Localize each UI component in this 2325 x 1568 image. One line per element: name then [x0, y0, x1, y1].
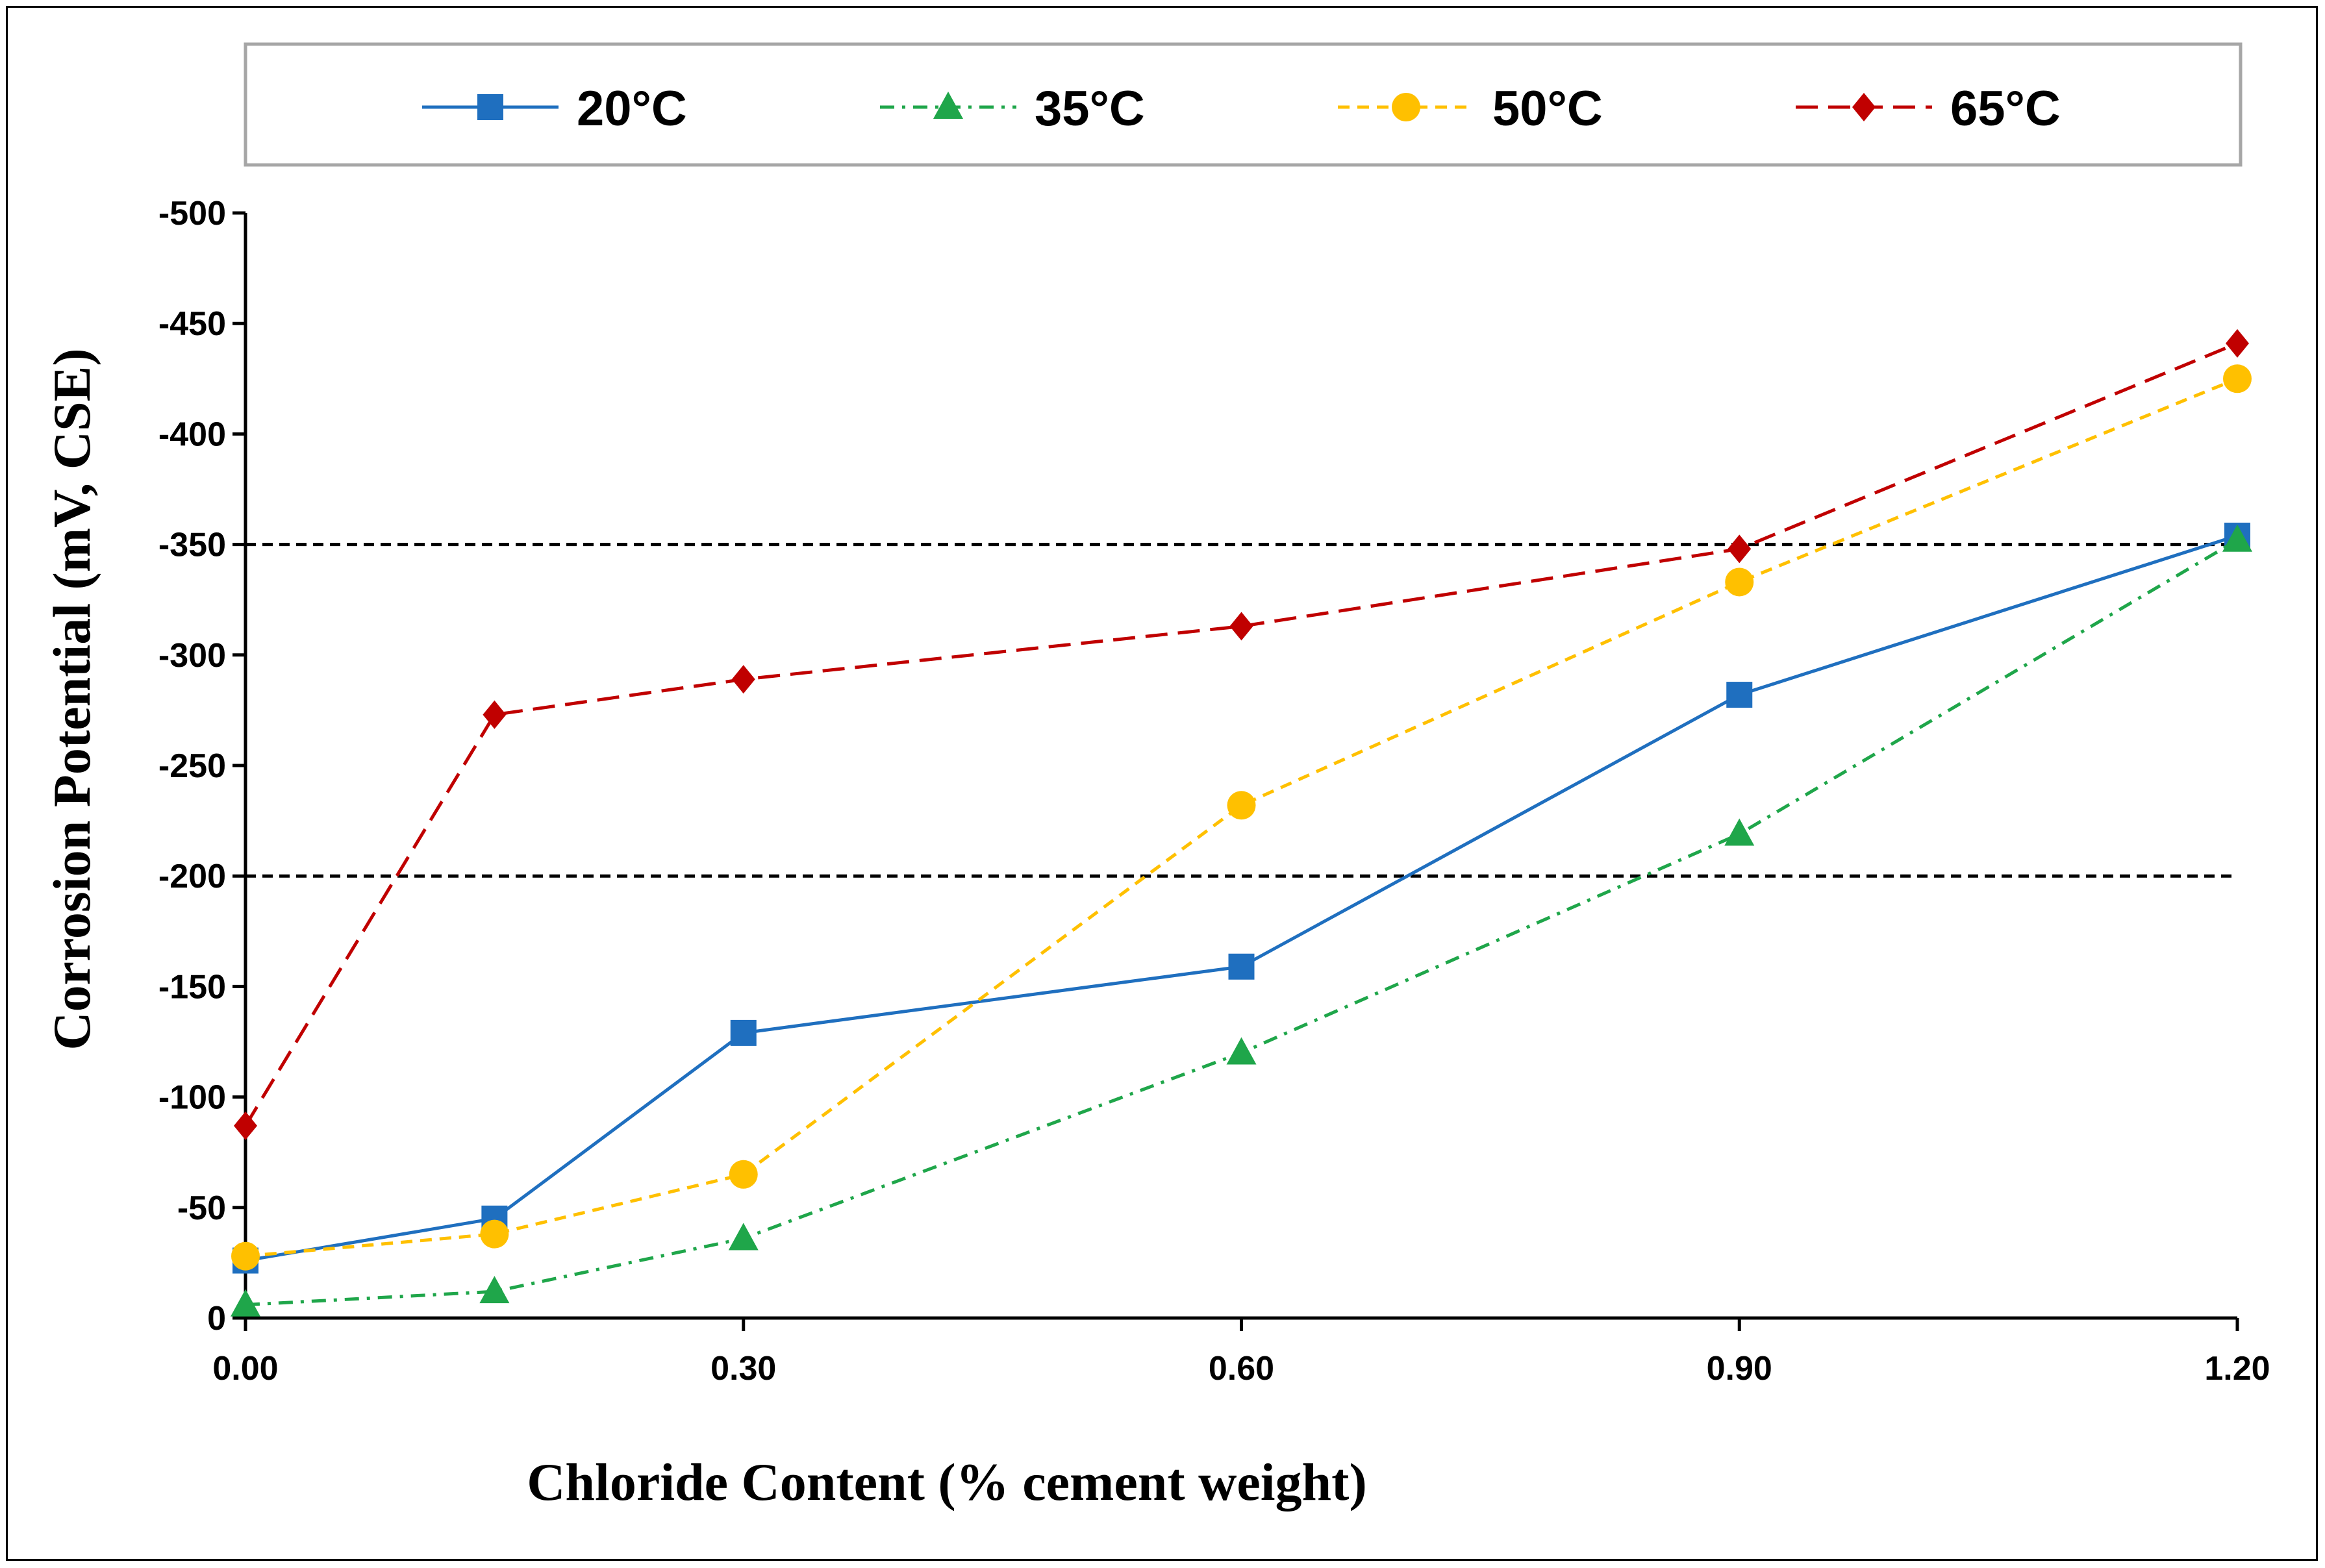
data-point-50c: [729, 1160, 758, 1189]
data-point-50c: [231, 1241, 260, 1271]
reference-lines: [245, 543, 2237, 878]
legend-box: [244, 42, 2243, 167]
y-tick-label: -50: [177, 1189, 226, 1227]
data-point-35c: [728, 1223, 759, 1251]
data-point-65c: [2226, 329, 2249, 358]
series-65c: [234, 329, 2249, 1140]
series-line-65c: [244, 342, 2238, 1127]
y-tick-label: -250: [158, 747, 226, 785]
y-tick-label: -350: [158, 527, 226, 564]
y-tick-label: -100: [158, 1079, 226, 1117]
x-tick-label: 0.90: [1707, 1350, 1772, 1388]
data-point-65c: [1728, 534, 1752, 564]
x-tick-label: 0.60: [1209, 1350, 1274, 1388]
legend: 20°C 35°C 50°C 65°C: [422, 81, 2061, 136]
legend-label-35c: 35°C: [1035, 81, 1145, 136]
y-axis-title: Corrosion Potential (mV, CSE): [42, 348, 101, 1050]
data-point-35c: [1724, 818, 1755, 846]
legend-marker-65c: [1852, 93, 1876, 121]
y-tick-label: 0: [207, 1300, 226, 1338]
chart-frame: [6, 6, 2318, 1561]
series-line-35c: [245, 538, 2239, 1307]
data-point-35c: [1226, 1037, 1257, 1065]
y-tick-label: -150: [158, 968, 226, 1006]
series-line-20c: [245, 534, 2238, 1262]
x-tick-label: 0.30: [710, 1350, 776, 1388]
legend-label-50c: 50°C: [1492, 81, 1603, 136]
y-tick-label: -400: [158, 416, 226, 453]
legend-label-20c: 20°C: [577, 81, 687, 136]
y-tick-label: -500: [158, 195, 226, 232]
data-point-65c: [483, 700, 507, 729]
y-tick-label: -450: [158, 305, 226, 343]
y-tick-label: -200: [158, 858, 226, 895]
axes: 0 -50 -100 -150 -200 -250 -300 -350 -400 -450 -500…: [158, 195, 2270, 1388]
legend-marker-35c: [933, 92, 963, 119]
data-point-65c: [1229, 612, 1253, 641]
data-point-35c: [2222, 524, 2252, 552]
legend-marker-20c: [477, 94, 503, 120]
series-50c: [231, 364, 2252, 1271]
series-35c: [231, 524, 2252, 1317]
data-point-50c: [1725, 567, 1754, 597]
legend-label-65c: 65°C: [1950, 81, 2061, 136]
data-point-20c: [730, 1019, 757, 1046]
data-point-20c: [1726, 682, 1753, 708]
data-point-35c: [479, 1276, 510, 1304]
data-point-50c: [1227, 791, 1256, 820]
data-point-65c: [234, 1111, 257, 1140]
legend-marker-50c: [1392, 93, 1420, 121]
data-point-20c: [1228, 953, 1255, 980]
x-axis-title: Chloride Content (% cement weight): [527, 1452, 1367, 1512]
data-point-35c: [231, 1289, 260, 1317]
data-point-50c: [2223, 364, 2252, 393]
data-point-50c: [480, 1219, 509, 1249]
data-point-65c: [731, 665, 755, 694]
series-line-50c: [245, 377, 2238, 1258]
x-tick-label: 0.00: [212, 1350, 278, 1388]
x-tick-label: 1.20: [2204, 1350, 2270, 1388]
y-tick-label: -300: [158, 637, 226, 675]
series-layer: [231, 329, 2252, 1317]
